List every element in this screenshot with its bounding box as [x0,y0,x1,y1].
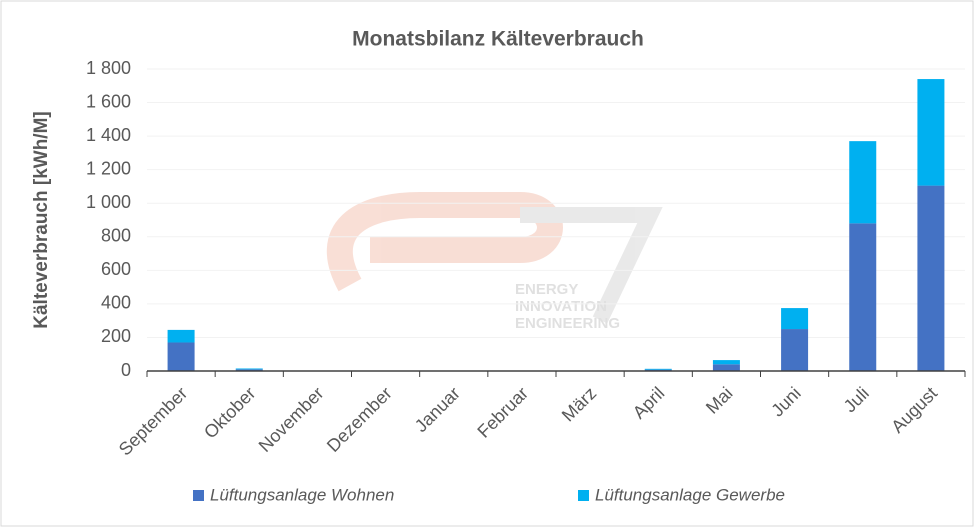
bar-segment [849,223,877,371]
legend-swatch [578,490,589,501]
bar-segment [235,368,263,370]
watermark-text: INNOVATION [515,298,607,315]
y-tick-label: 200 [101,326,131,346]
watermark-logo [520,207,663,324]
watermark-logo [326,192,563,292]
bar-segment [712,360,740,365]
bar-segment [917,79,945,186]
bar-segment [235,369,263,371]
legend-swatch [193,490,204,501]
bar-segment [781,308,809,330]
bar-segment [849,141,877,224]
y-tick-label: 1 600 [86,91,131,111]
y-tick-label: 800 [101,226,131,246]
bar-segment [167,329,195,343]
y-tick-label: 400 [101,293,131,313]
y-tick-label: 1 400 [86,125,131,145]
watermark-text: ENERGY [515,281,578,298]
y-tick-label: 1 200 [86,158,131,178]
legend-label: Lüftungsanlage Gewerbe [595,485,785,504]
watermark: ENERGY INNOVATION ENGINEERING [326,192,663,332]
y-axis-label: Kälteverbrauch [kWh/M] [31,111,52,328]
bar-segment [917,185,945,371]
watermark-text: ENGINEERING [515,315,620,332]
y-tick-label: 0 [121,360,131,380]
bar-segment [712,364,740,371]
chart-title: Monatsbilanz Kälteverbrauch [352,28,644,51]
legend-label: Lüftungsanlage Wohnen [210,485,394,504]
bar-segment [167,342,195,371]
bar-segment [781,329,809,371]
y-tick-label: 1 800 [86,58,131,78]
y-tick-label: 600 [101,259,131,279]
bar-segment [644,368,672,370]
y-tick-label: 1 000 [86,192,131,212]
